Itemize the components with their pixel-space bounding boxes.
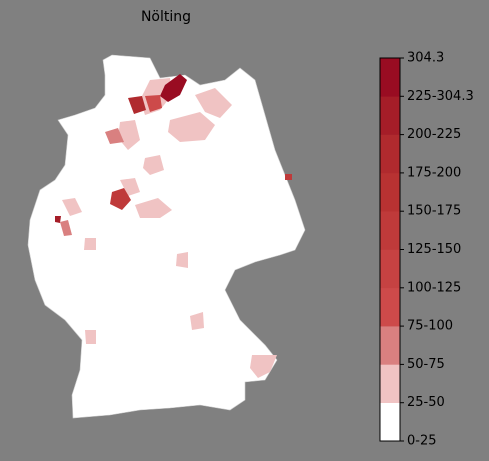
region [60, 220, 72, 236]
colorbar: 0-25 25-50 50-75 75-100 100-125 125-150 150-17… [379, 51, 474, 449]
country-outline [27, 54, 306, 419]
colorbar-segment [380, 364, 400, 403]
region [143, 155, 164, 175]
colorbar-segment [380, 211, 400, 250]
region [110, 188, 131, 210]
region [128, 96, 146, 114]
colorbar-label: 100-125 [407, 280, 461, 295]
colorbar-label: 25-50 [407, 395, 445, 410]
colorbar-label: 0-25 [407, 434, 437, 449]
colorbar-segment [380, 96, 400, 135]
colorbar-label: 125-150 [407, 242, 461, 257]
colorbar-segment [380, 134, 400, 174]
colorbar-segment [380, 287, 400, 327]
region [55, 216, 61, 223]
region [105, 128, 124, 144]
colorbar-segment [380, 58, 400, 97]
region [120, 178, 140, 196]
region [176, 252, 188, 268]
colorbar-label: 200-225 [407, 127, 461, 142]
colorbar-label: 225-304.3 [407, 89, 474, 104]
colorbar-label: 75-100 [407, 319, 453, 334]
colorbar-segment [380, 249, 400, 289]
region [168, 112, 215, 142]
colorbar-segment [380, 402, 400, 442]
region [62, 198, 82, 216]
region [118, 120, 140, 150]
region [195, 88, 232, 118]
germany-map [27, 54, 306, 419]
map-title: Nölting [141, 9, 191, 25]
colorbar-label: 304.3 [407, 51, 444, 66]
region [85, 330, 96, 344]
region [160, 74, 187, 102]
region [285, 174, 292, 180]
colorbar-segment [380, 172, 400, 212]
colorbar-label: 50-75 [407, 357, 445, 372]
region [250, 355, 277, 378]
region [145, 95, 162, 112]
colorbar-segment [380, 326, 400, 365]
colorbar-label: 150-175 [407, 204, 461, 219]
region [135, 198, 172, 218]
region [190, 312, 204, 330]
colorbar-label: 175-200 [407, 165, 461, 180]
region [84, 238, 96, 250]
